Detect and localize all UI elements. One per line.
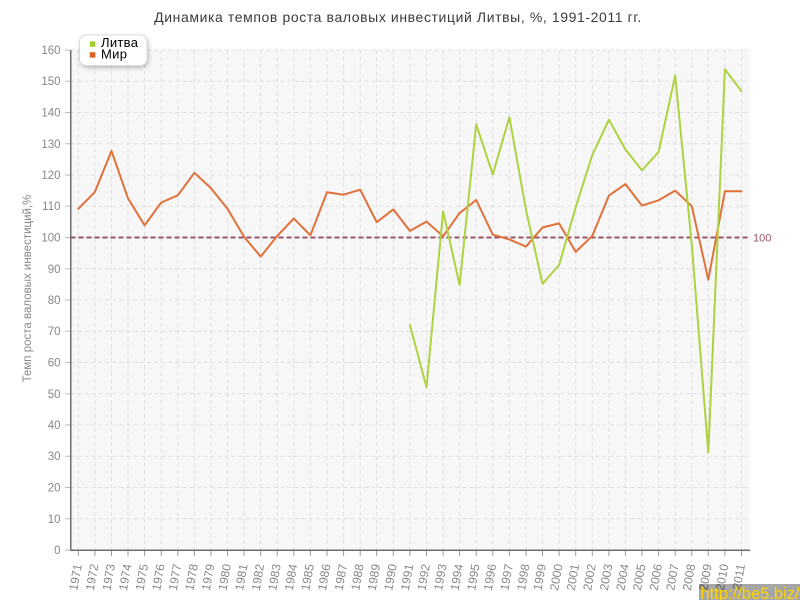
svg-text:1993: 1993: [431, 563, 449, 592]
svg-text:1992: 1992: [415, 563, 433, 592]
svg-text:Литва: Литва: [101, 35, 139, 50]
svg-text:1998: 1998: [514, 563, 532, 592]
svg-text:1999: 1999: [531, 563, 549, 592]
svg-text:1978: 1978: [182, 563, 200, 592]
svg-text:150: 150: [41, 76, 60, 88]
svg-text:1985: 1985: [298, 563, 316, 592]
svg-text:1971: 1971: [66, 563, 84, 592]
svg-text:40: 40: [48, 420, 61, 432]
svg-text:1984: 1984: [282, 563, 300, 592]
svg-text:100: 100: [41, 233, 60, 245]
svg-text:50: 50: [48, 389, 61, 401]
svg-text:2008: 2008: [680, 563, 698, 592]
svg-text:1995: 1995: [464, 563, 482, 592]
svg-text:140: 140: [41, 108, 60, 120]
svg-text:1975: 1975: [133, 563, 151, 592]
svg-text:60: 60: [48, 358, 61, 370]
svg-text:20: 20: [48, 483, 61, 495]
svg-text:1989: 1989: [365, 563, 383, 592]
svg-text:1972: 1972: [83, 563, 101, 592]
svg-text:Темп роста валовых инвестиций,: Темп роста валовых инвестиций,%: [22, 195, 34, 383]
svg-text:10: 10: [48, 514, 61, 526]
svg-text:2003: 2003: [597, 563, 615, 592]
svg-text:2005: 2005: [630, 563, 648, 592]
svg-text:1974: 1974: [116, 563, 134, 592]
svg-text:0: 0: [54, 545, 60, 557]
svg-text:1982: 1982: [249, 563, 267, 592]
svg-text:2002: 2002: [580, 563, 598, 592]
svg-text:1987: 1987: [332, 563, 350, 592]
svg-text:1976: 1976: [149, 563, 167, 592]
svg-text:2010: 2010: [713, 563, 731, 592]
svg-text:2001: 2001: [564, 563, 582, 592]
svg-text:2007: 2007: [663, 563, 681, 592]
svg-text:110: 110: [42, 201, 60, 213]
svg-text:1997: 1997: [497, 563, 515, 592]
svg-text:70: 70: [48, 326, 61, 338]
svg-text:160: 160: [41, 45, 60, 57]
svg-text:120: 120: [41, 170, 60, 182]
svg-text:2011: 2011: [730, 563, 748, 591]
svg-text:Мир: Мир: [101, 47, 127, 62]
svg-text:130: 130: [41, 139, 60, 151]
svg-text:1979: 1979: [199, 563, 217, 592]
svg-text:1991: 1991: [398, 563, 416, 592]
svg-text:1981: 1981: [232, 563, 250, 592]
svg-text:30: 30: [48, 451, 61, 463]
svg-text:Динамика темпов роста валовых: Динамика темпов роста валовых инвестиций…: [154, 9, 642, 25]
svg-text:100: 100: [753, 233, 771, 245]
svg-text:1986: 1986: [315, 563, 333, 592]
svg-text:2009: 2009: [696, 563, 714, 592]
svg-text:1996: 1996: [481, 563, 499, 592]
svg-text:1977: 1977: [166, 563, 184, 592]
svg-text:2004: 2004: [613, 563, 631, 592]
svg-text:1983: 1983: [265, 563, 283, 592]
svg-text:1994: 1994: [448, 563, 466, 592]
svg-text:2006: 2006: [647, 563, 665, 592]
svg-text:1973: 1973: [100, 563, 118, 592]
svg-text:1990: 1990: [381, 563, 399, 592]
svg-text:2000: 2000: [547, 563, 565, 592]
svg-text:90: 90: [48, 264, 61, 276]
svg-text:1980: 1980: [216, 563, 234, 592]
svg-text:1988: 1988: [348, 563, 366, 592]
svg-text:80: 80: [48, 295, 61, 307]
